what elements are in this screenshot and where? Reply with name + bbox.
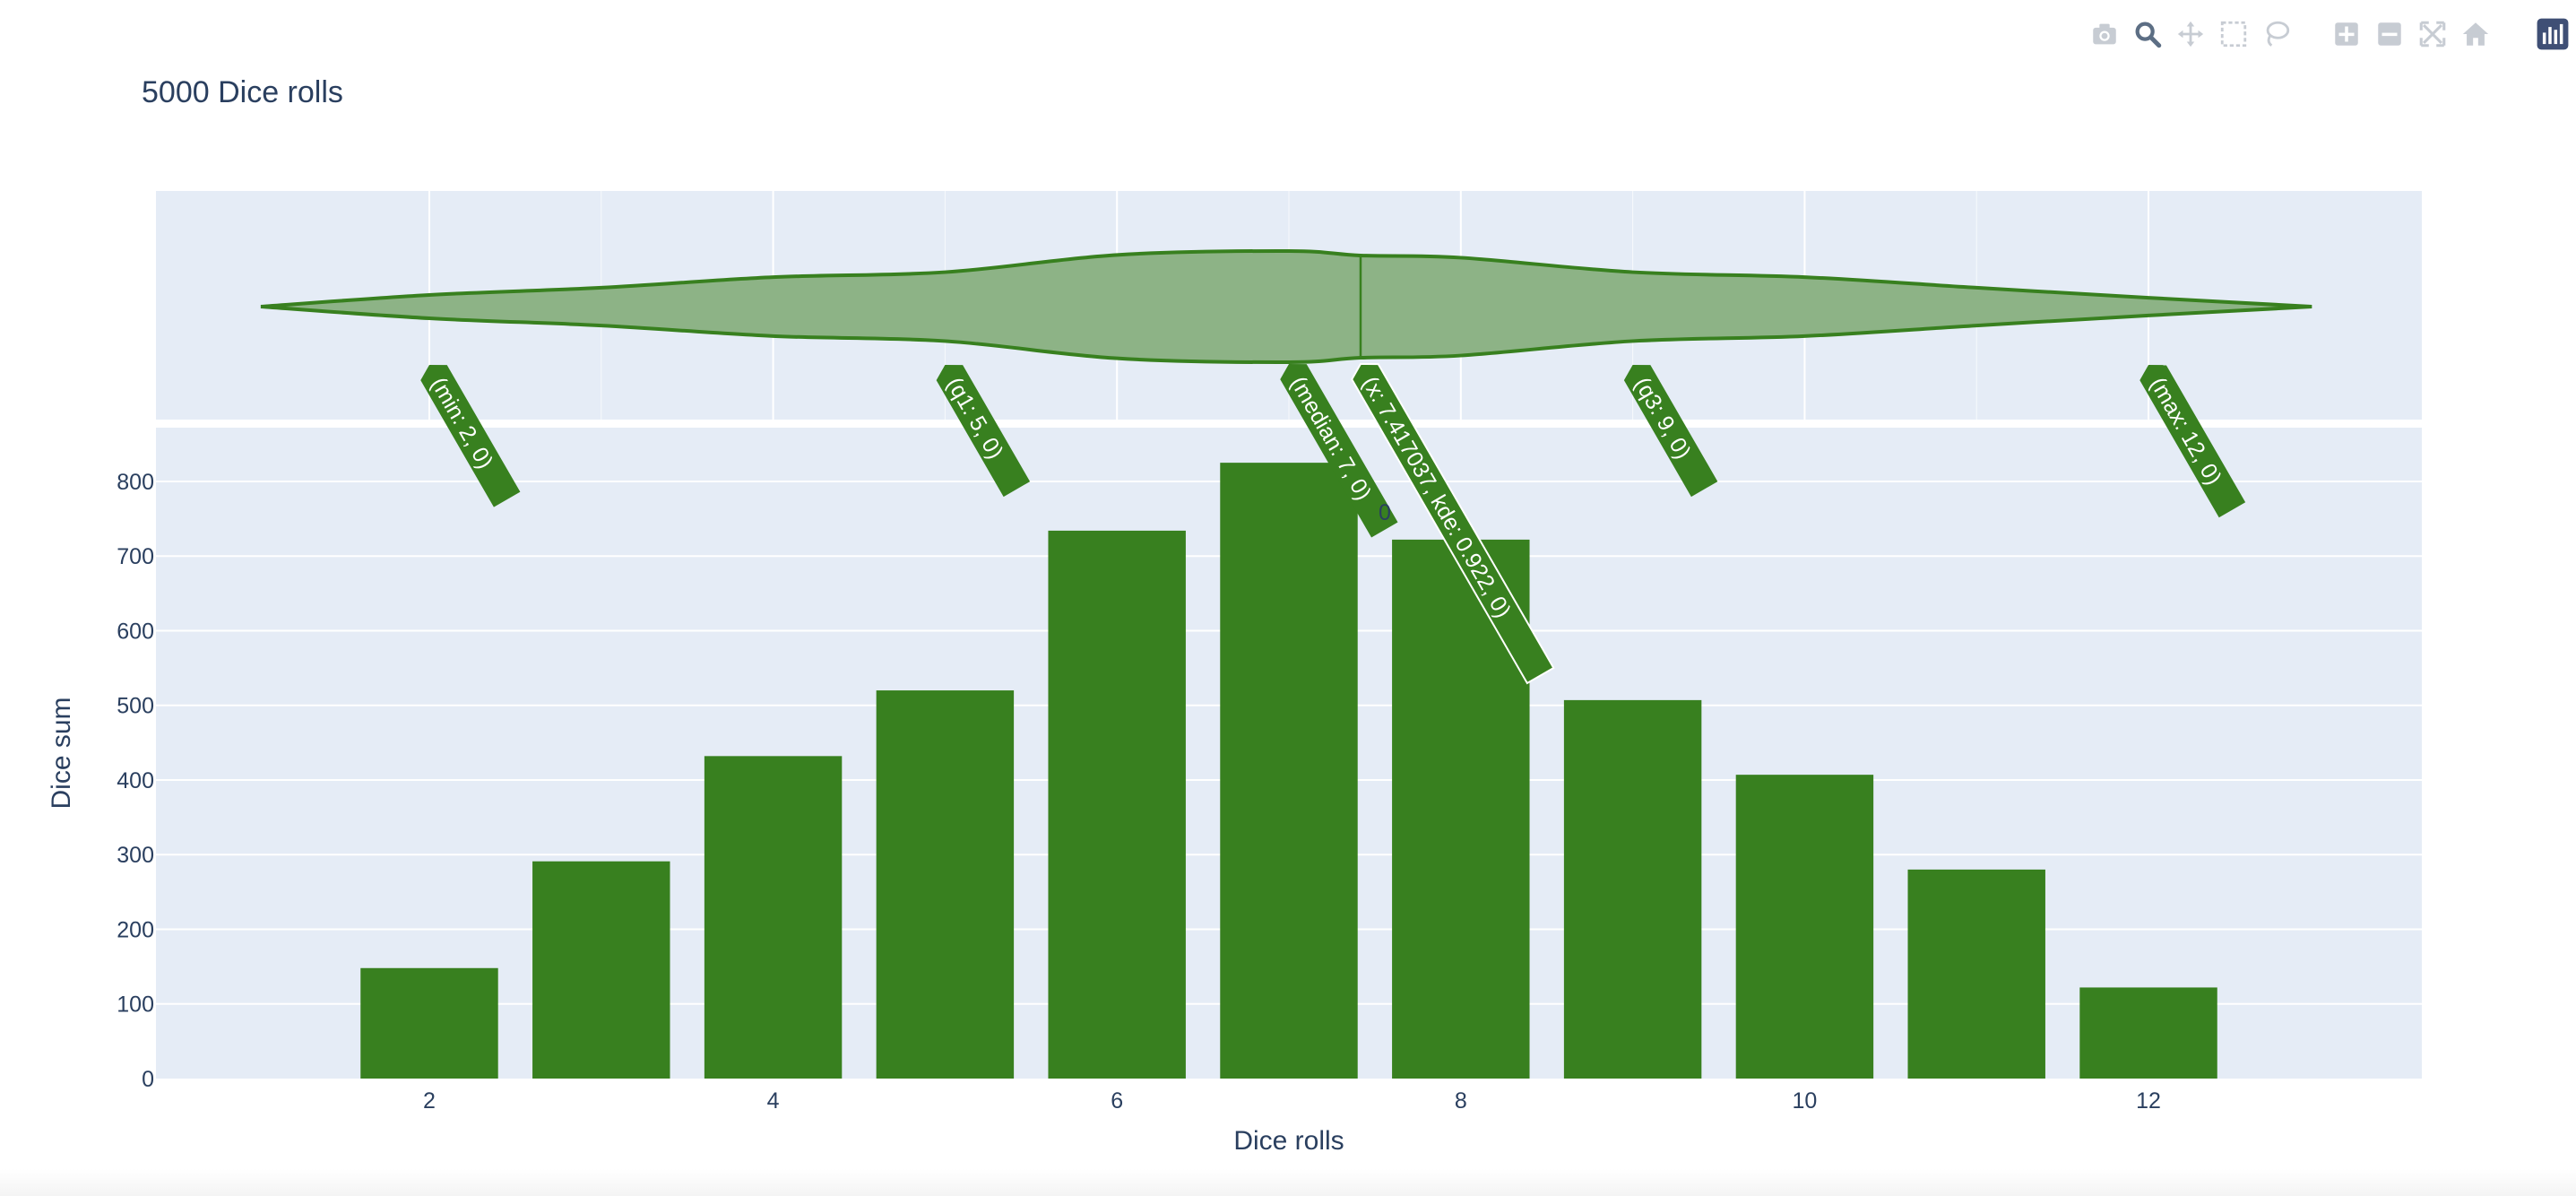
bars	[360, 463, 2217, 1079]
hover-label-box-4	[1623, 365, 1718, 498]
bar-9[interactable]	[1563, 699, 1702, 1079]
x-tick-label-12: 12	[2136, 1088, 2161, 1114]
modebar-group-tools	[2087, 16, 2295, 52]
modebar	[2060, 16, 2576, 52]
y-tick-label-500: 500	[117, 694, 154, 719]
y-tick-label-300: 300	[117, 843, 154, 868]
pan-icon[interactable]	[2173, 16, 2209, 52]
bar-3[interactable]	[532, 861, 670, 1079]
x-tick-label-4: 4	[767, 1088, 780, 1114]
hover-label-box-3	[1351, 362, 1555, 685]
bar-4[interactable]	[704, 756, 843, 1079]
x-axis-title: Dice rolls	[1233, 1126, 1344, 1156]
x-tick-label-10: 10	[1793, 1088, 1818, 1114]
y-tick-label-700: 700	[117, 544, 154, 569]
y-tick-label-100: 100	[117, 992, 154, 1018]
bar-12[interactable]	[2079, 987, 2217, 1079]
y-tick-label-200: 200	[117, 917, 154, 942]
zoom-in-icon[interactable]	[2329, 16, 2364, 52]
page-bottom-fade	[0, 1169, 2576, 1196]
bar-11[interactable]	[1907, 869, 2045, 1079]
y-axis-ticks: 0 100 200 300 400 500 600 700 800	[117, 470, 154, 1092]
modebar-group-zoom	[2329, 16, 2494, 52]
hover-stray-label: 0	[1379, 500, 1391, 525]
plotly-logo-icon[interactable]	[2535, 16, 2571, 52]
hover-label-box-5	[2139, 365, 2246, 518]
y-tick-label-800: 800	[117, 470, 154, 495]
bar-10[interactable]	[1735, 775, 1874, 1079]
y-tick-label-0: 0	[142, 1067, 154, 1092]
x-tick-label-8: 8	[1455, 1088, 1467, 1114]
bar-2[interactable]	[360, 967, 498, 1079]
reset-axes-icon[interactable]	[2458, 16, 2494, 52]
lasso-select-icon[interactable]	[2259, 16, 2295, 52]
x-tick-label-6: 6	[1111, 1088, 1123, 1114]
y-tick-label-400: 400	[117, 768, 154, 793]
bar-6[interactable]	[1048, 530, 1186, 1079]
chart-title: 5000 Dice rolls	[142, 75, 343, 109]
y-tick-label-600: 600	[117, 619, 154, 644]
bar-7[interactable]	[1220, 463, 1358, 1079]
camera-icon[interactable]	[2087, 16, 2122, 52]
autoscale-icon[interactable]	[2415, 16, 2451, 52]
hover-label-box-2	[1280, 364, 1398, 538]
hover-label-box-0	[420, 365, 521, 507]
box-select-icon[interactable]	[2216, 16, 2252, 52]
x-axis-ticks: 2 4 6 8 10 12	[423, 1088, 2161, 1114]
hover-label-box-1	[936, 365, 1031, 498]
zoom-icon[interactable]	[2130, 16, 2165, 52]
violin-shape[interactable]	[260, 248, 2312, 365]
zoom-out-icon[interactable]	[2372, 16, 2407, 52]
bar-5[interactable]	[876, 690, 1015, 1079]
modebar-group-logo	[2535, 16, 2571, 52]
x-tick-label-2: 2	[423, 1088, 436, 1114]
y-axis-title: Dice sum	[47, 697, 76, 809]
